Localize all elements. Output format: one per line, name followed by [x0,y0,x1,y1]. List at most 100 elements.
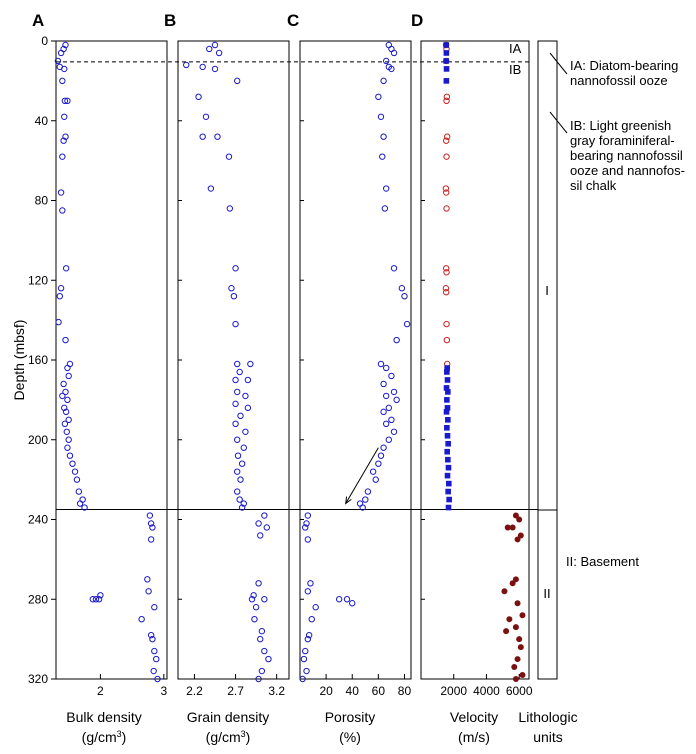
unit-desc-ia: IA: Diatom-bearing nannofossil ooze [570,58,682,88]
point-c-s0-25 [385,404,392,412]
point-c-s0-37 [362,496,369,503]
point-c-s0-32 [377,452,385,459]
point-a-s0-56 [151,647,158,655]
point-b-s0-5 [211,65,219,73]
y-axis-label: Depth (mbsf) [11,320,27,401]
point-c-s0-53 [302,647,309,655]
point-b-s0-6 [234,77,241,85]
point-d-discrete-7 [443,153,450,160]
point-d-log-4 [443,78,450,84]
leader-line-ib [549,111,568,134]
point-c-s0-44 [307,580,314,587]
point-c-s0-34 [369,468,377,475]
point-b-s0-42 [263,524,270,531]
point-a-s0-3 [54,57,62,65]
point-d-basement-11 [506,616,513,623]
point-a-s0-38 [75,488,83,495]
panel-frame-c [299,40,412,680]
point-c-s0-31 [380,444,387,451]
point-c-s0-40 [304,512,312,519]
point-d-discrete-13 [442,285,450,292]
point-d-basement-4 [514,536,521,543]
point-c-s0-45 [304,588,312,595]
panel-letter-d: D [411,11,423,30]
point-a-s0-31 [63,428,70,435]
point-a-s0-8 [61,97,69,105]
point-b-s0-55 [255,675,262,683]
point-b-s0-27 [237,412,244,420]
unit-tag-ia: IA [509,41,522,56]
y-tick-label-40: 40 [35,114,49,128]
point-b-s0-30 [234,436,241,443]
data-marks [54,41,526,683]
porosity-arrow-head [345,496,352,505]
point-a-s0-40 [76,500,84,507]
point-d-log-22 [445,488,451,495]
point-c-s0-18 [377,360,385,368]
point-c-s0-41 [303,520,310,527]
point-d-log-13 [445,417,451,423]
point-d-log-3 [443,66,450,72]
point-a-s0-29 [65,416,72,424]
point-d-basement-7 [509,580,516,587]
point-a-s0-7 [64,97,71,105]
point-c-s0-29 [390,428,398,435]
point-a-s0-22 [65,372,72,380]
point-b-s0-50 [258,627,266,635]
point-b-s0-19 [247,360,254,368]
point-a-s0-14 [59,207,66,214]
point-a-s0-42 [146,512,154,519]
point-c-s0-22 [390,388,398,396]
point-d-log-0 [443,42,449,48]
point-b-s0-22 [244,376,252,384]
xlabel-bulk-density-unit: (g/cm3) [82,729,127,745]
y-tick-label-120: 120 [28,273,48,287]
point-a-s0-12 [59,153,66,160]
point-b-s0-36 [234,488,241,495]
panel-d-xtick-label-6000: 6000 [506,684,533,698]
point-d-basement-15 [517,644,524,651]
point-a-s0-54 [147,631,155,639]
point-c-s0-23 [382,392,390,400]
point-b-s0-2 [215,49,223,57]
point-a-s0-45 [147,536,155,543]
point-d-log-10 [444,397,450,403]
point-a-s0-37 [73,476,81,483]
point-b-s0-35 [237,476,244,483]
point-b-s0-12 [207,185,215,192]
y-tick-label-80: 80 [35,194,49,208]
point-b-s0-28 [232,420,239,427]
point-b-s0-14 [232,265,239,272]
point-d-basement-3 [517,532,524,539]
point-a-s0-53 [138,615,145,623]
point-d-log-20 [444,472,451,479]
y-tick-label-280: 280 [28,592,48,606]
point-d-basement-16 [514,656,521,663]
point-a-s0-2 [57,49,65,57]
point-d-discrete-10 [443,205,450,212]
xlabel-grain-density: Grain density [187,709,269,725]
point-d-discrete-12 [443,269,450,276]
unit-desc-ib: IB: Light greenish gray foraminiferal- b… [570,118,689,193]
point-d-basement-6 [512,576,519,583]
point-b-s0-9 [199,133,206,140]
point-b-s0-11 [225,153,233,160]
axis-ticks: 0 40 80 120 160 200 240 280 320 2 3 2.2 2.7 3.2 20 40 60… [28,34,533,698]
point-d-log-2 [443,58,449,64]
point-d-basement-2 [509,524,516,531]
point-d-log-16 [445,440,451,447]
point-a-s0-23 [60,380,67,388]
point-c-s0-52 [304,635,312,643]
point-b-s0-7 [195,93,202,101]
point-c-s0-19 [382,364,390,372]
point-c-s0-16 [403,320,411,328]
point-c-s0-27 [388,416,395,424]
point-b-s0-29 [242,428,249,435]
point-b-s0-34 [234,468,241,475]
panel-frame-a [55,40,168,680]
point-b-s0-25 [232,400,239,408]
point-d-discrete-15 [443,320,450,328]
panel-letter-c: C [287,11,299,30]
point-b-s0-3 [183,61,190,69]
boundary-lines [56,61,538,511]
